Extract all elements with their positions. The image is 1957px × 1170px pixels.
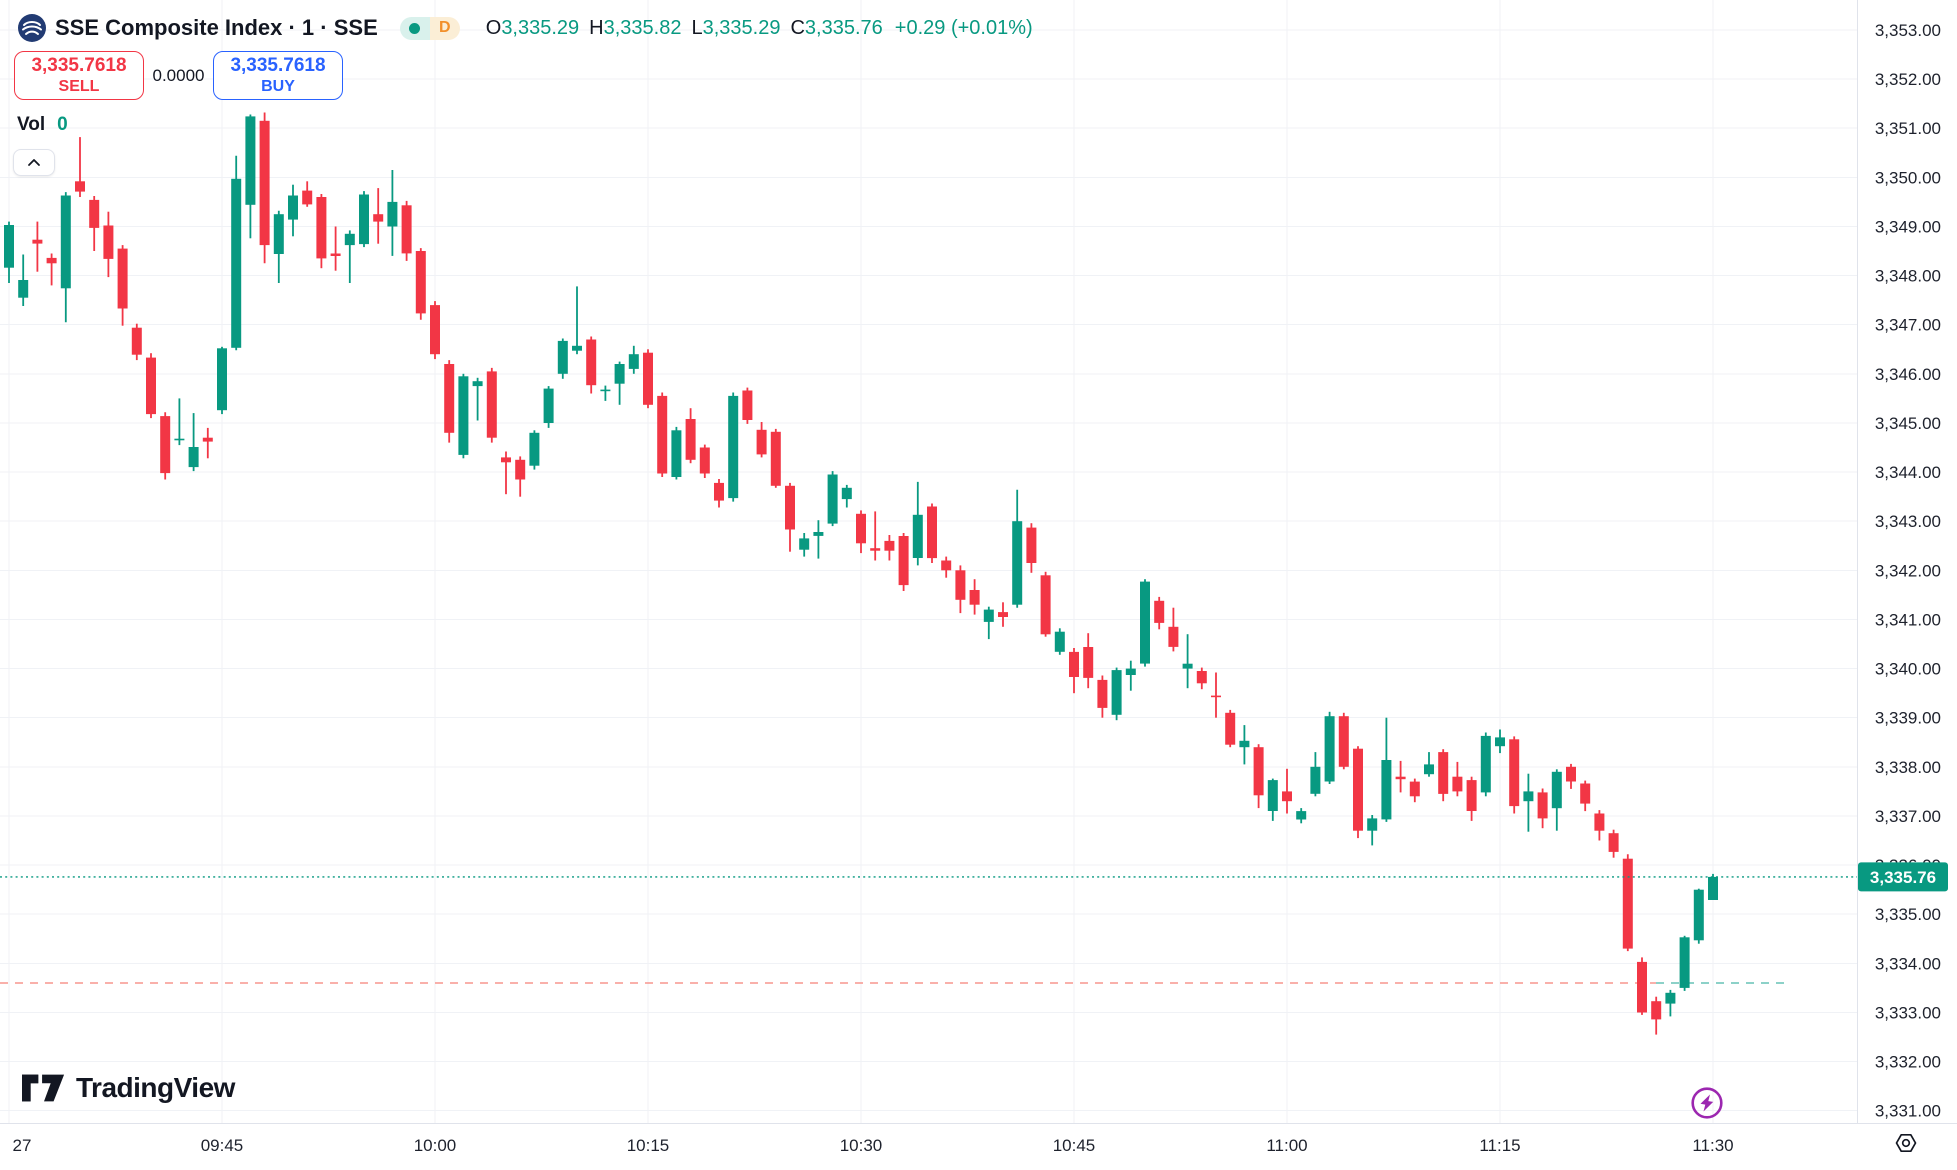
price-tick-label: 3,340.00 (1875, 660, 1941, 679)
price-axis[interactable]: 3,353.00 3,352.00 3,351.00 3,350.00 3,349.00… (1875, 21, 1941, 1121)
lightning-boost-button[interactable] (1690, 1086, 1724, 1120)
time-tick-label: 09:45 (201, 1136, 244, 1155)
time-tick-label: 27 (13, 1136, 32, 1155)
price-tick-label: 3,352.00 (1875, 70, 1941, 89)
price-tick-label: 3,332.00 (1875, 1053, 1941, 1072)
volume-label: Vol (17, 114, 46, 135)
time-tick-label: 11:15 (1479, 1136, 1520, 1155)
symbol-title[interactable]: SSE Composite Index · 1 · SSE (55, 15, 378, 40)
price-tick-label: 3,337.00 (1875, 807, 1941, 826)
collapse-pane-button[interactable] (13, 149, 55, 176)
volume-value: 0 (57, 114, 68, 135)
gear-icon (1895, 1133, 1917, 1153)
buy-label: BUY (261, 77, 295, 95)
ohlc-close: C3,335.76 (790, 16, 883, 39)
price-tick-label: 3,333.00 (1875, 1004, 1941, 1023)
volume-legend: Vol 0 (17, 114, 68, 136)
price-tick-label: 3,353.00 (1875, 21, 1941, 40)
market-status-badge[interactable]: D (399, 16, 460, 40)
time-tick-label: 10:15 (627, 1136, 670, 1155)
change-readout: +0.29 (+0.01%) (894, 16, 1033, 39)
last-price-tag: 3,335.76 (1858, 862, 1948, 892)
ohlc-open: O3,335.29 (485, 16, 580, 39)
price-tick-label: 3,342.00 (1875, 561, 1941, 580)
time-axis-settings-button[interactable] (1894, 1131, 1918, 1155)
trade-panel: 3,335.7618 SELL 0.0000 3,335.7618 BUY (14, 51, 343, 100)
price-tick-label: 3,331.00 (1875, 1102, 1941, 1121)
price-tick-label: 3,350.00 (1875, 168, 1941, 187)
price-tick-label: 3,344.00 (1875, 463, 1941, 482)
data-mode-badge: D (429, 16, 460, 40)
price-tick-label: 3,335.00 (1875, 905, 1941, 924)
candlestick-series (4, 112, 1718, 1035)
horizontal-gridlines (0, 29, 1857, 1112)
time-tick-label: 11:00 (1266, 1136, 1307, 1155)
chart-legend: SSE Composite Index · 1 · SSE D O3,335.2… (18, 14, 1033, 42)
tradingview-watermark-text: TradingView (76, 1072, 235, 1103)
vertical-gridlines (8, 0, 1714, 1123)
tradingview-watermark[interactable]: TradingView (22, 1072, 235, 1104)
price-tick-label: 3,351.00 (1875, 119, 1941, 138)
sell-label: SELL (58, 77, 100, 95)
time-tick-label: 11:30 (1692, 1136, 1733, 1155)
buy-price: 3,335.7618 (230, 55, 326, 77)
time-axis[interactable]: 27 09:45 10:00 10:15 10:30 10:45 11:00 11:15 11:… (13, 1136, 1734, 1155)
price-tick-label: 3,341.00 (1875, 611, 1941, 630)
price-tick-label: 3,346.00 (1875, 365, 1941, 384)
time-tick-label: 10:30 (840, 1136, 883, 1155)
ohlc-readout: O3,335.29 H3,335.82 L3,335.29 C3,335.76 … (486, 17, 1033, 40)
price-tick-label: 3,348.00 (1875, 267, 1941, 286)
price-tick-label: 3,339.00 (1875, 709, 1941, 728)
svg-text:3,335.76: 3,335.76 (1870, 868, 1936, 887)
sell-button[interactable]: 3,335.7618 SELL (14, 51, 144, 100)
buy-button[interactable]: 3,335.7618 BUY (213, 51, 343, 100)
price-tick-label: 3,343.00 (1875, 512, 1941, 531)
tradingview-logo-icon (22, 1074, 65, 1102)
spread-value: 0.0000 (152, 65, 205, 85)
price-tick-label: 3,345.00 (1875, 414, 1941, 433)
price-tick-label: 3,334.00 (1875, 954, 1941, 973)
chevron-up-icon (28, 159, 40, 166)
symbol-logo-icon (18, 14, 46, 42)
price-tick-label: 3,347.00 (1875, 316, 1941, 335)
price-tick-label: 3,349.00 (1875, 218, 1941, 237)
time-tick-label: 10:00 (414, 1136, 457, 1155)
sell-price: 3,335.7618 (31, 55, 127, 77)
price-tick-label: 3,338.00 (1875, 758, 1941, 777)
ohlc-low: L3,335.29 (691, 16, 781, 39)
lightning-icon (1691, 1087, 1723, 1119)
time-tick-label: 10:45 (1053, 1136, 1096, 1155)
ohlc-high: H3,335.82 (589, 16, 682, 39)
market-status-dot-icon (399, 16, 430, 40)
